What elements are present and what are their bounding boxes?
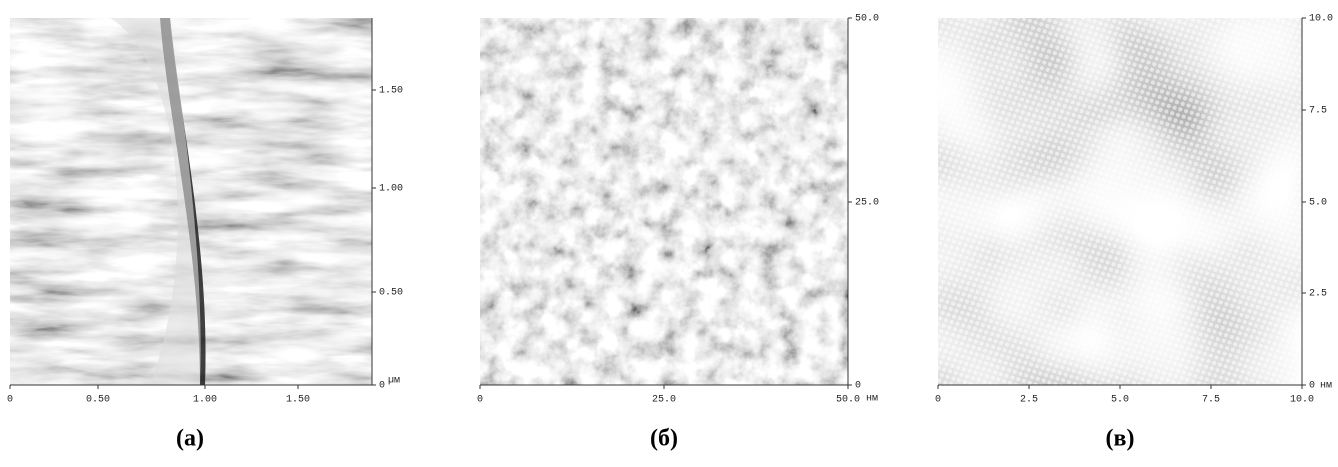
image-c <box>938 18 1302 385</box>
y-tick-label: 7.5 <box>1309 106 1327 117</box>
x-tick-label: 50.0 <box>836 395 860 406</box>
y-tick-label: 0 <box>379 381 385 392</box>
y-tick-label: 1.50 <box>379 86 403 97</box>
x-tick-label: 7.5 <box>1202 395 1220 406</box>
y-tick-label: 50.0 <box>855 14 879 25</box>
x-tick-label: 25.0 <box>652 395 676 406</box>
y-tick-label: 1.00 <box>379 184 403 195</box>
y-tick-label: 0 <box>1309 381 1315 392</box>
x-tick-label: 5.0 <box>1111 395 1129 406</box>
y-tick-label: 10.0 <box>1309 14 1333 25</box>
image-a <box>10 18 372 385</box>
unit-label: µм <box>388 376 400 387</box>
caption: (б) <box>650 426 678 452</box>
x-tick-label: 2.5 <box>1020 395 1038 406</box>
x-tick-label: 1.00 <box>193 395 217 406</box>
caption: (в) <box>1106 426 1135 452</box>
y-tick-label: 0 <box>855 381 861 392</box>
x-tick-label: 0 <box>7 395 13 406</box>
caption: (а) <box>176 426 204 452</box>
y-tick-label: 5.0 <box>1309 198 1327 209</box>
image-b <box>480 18 848 385</box>
y-tick-label: 25.0 <box>855 198 879 209</box>
y-tick-label: 2.5 <box>1309 289 1327 300</box>
x-tick-label: 0.50 <box>86 395 110 406</box>
x-tick-label: 0 <box>477 395 483 406</box>
y-tick-label: 0.50 <box>379 288 403 299</box>
x-tick-label: 1.50 <box>286 395 310 406</box>
x-tick-label: 10.0 <box>1290 395 1314 406</box>
unit-label: нм <box>866 394 878 405</box>
unit-label: нм <box>1320 381 1332 392</box>
figure: 0 0.50 1.00 1.50 0 0.50 1.00 1.50 µм (а) 0 25.0 50.0… <box>0 0 1338 467</box>
x-tick-label: 0 <box>935 395 941 406</box>
